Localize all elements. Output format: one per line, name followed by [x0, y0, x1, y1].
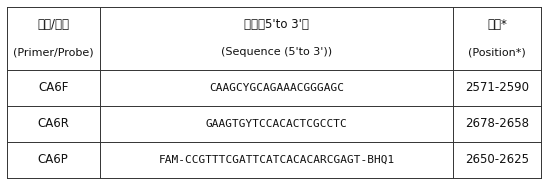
Text: 引物/探针: 引物/探针	[37, 18, 69, 31]
Text: CA6R: CA6R	[37, 117, 69, 130]
Text: 位置*: 位置*	[487, 18, 507, 31]
Text: (Sequence (5'to 3')): (Sequence (5'to 3'))	[221, 47, 332, 57]
Text: 2650-2625: 2650-2625	[465, 153, 529, 166]
Text: CA6F: CA6F	[38, 81, 68, 94]
Text: 2571-2590: 2571-2590	[465, 81, 529, 94]
Text: (Position*): (Position*)	[469, 47, 526, 57]
Text: (Primer/Probe): (Primer/Probe)	[13, 47, 94, 57]
Text: 序列（5'to 3'）: 序列（5'to 3'）	[244, 18, 309, 31]
Text: CAAGCYGCAGAAACGGGAGC: CAAGCYGCAGAAACGGGAGC	[209, 83, 344, 92]
Text: FAM-CCGTTTCGATTCATCACACARCGAGT-BHQ1: FAM-CCGTTTCGATTCATCACACARCGAGT-BHQ1	[158, 155, 395, 165]
Text: CA6P: CA6P	[38, 153, 68, 166]
Text: GAAGTGYTCCACACTCGCCTC: GAAGTGYTCCACACTCGCCTC	[206, 119, 347, 129]
Text: 2678-2658: 2678-2658	[465, 117, 529, 130]
